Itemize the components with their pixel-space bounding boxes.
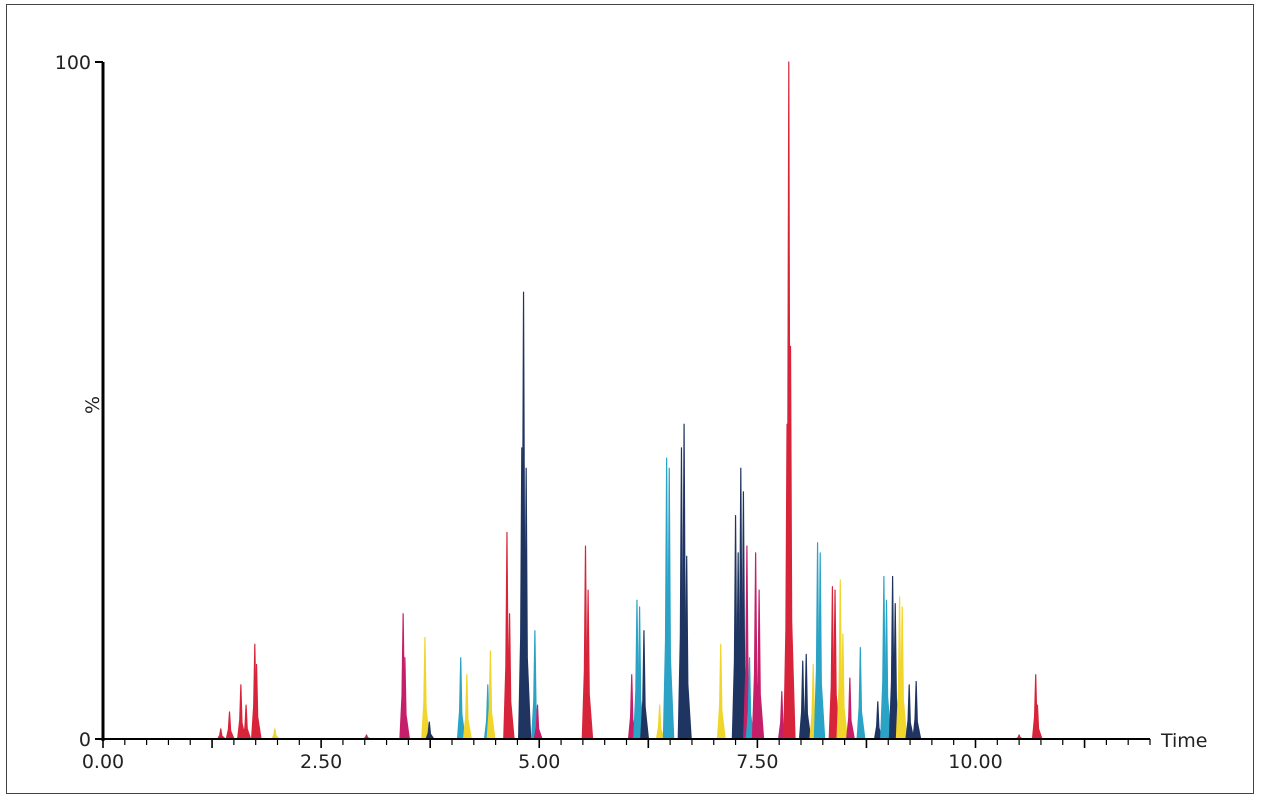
peak-mark [716,643,726,740]
y-tick-label: 0 [79,729,91,751]
peak-mark [912,680,922,740]
peak-mark [856,647,866,740]
chart-frame: 0 100 0.00 2.50 5.00 7.50 10.00 Time % [6,4,1254,794]
peak-mark [271,728,280,740]
y-tick-label: 100 [55,52,91,74]
peak-mark [421,636,431,740]
peak-mark [216,728,226,740]
peak-mark [640,630,650,740]
peak-mark [846,677,855,740]
x-axis-title: Time [1160,730,1208,752]
peak-mark [463,674,472,740]
x-tick-label: 5.00 [518,751,560,773]
peak-mark [802,653,812,740]
peak-mark [905,684,915,740]
peaks-layer [216,61,1043,740]
x-tick-label: 0.00 [82,751,124,773]
x-tick-label: 2.50 [300,751,342,773]
chromatogram-chart: 0 100 0.00 2.50 5.00 7.50 10.00 Time % [55,52,1208,773]
y-axis-title: % [82,396,104,414]
peak-mark [456,657,466,740]
x-tick-label: 10.00 [948,751,1002,773]
peak-mark [225,711,235,740]
axes-layer: 0 100 0.00 2.50 5.00 7.50 10.00 [55,52,1151,773]
x-tick-label: 7.50 [736,751,778,773]
peak-mark [242,704,252,740]
